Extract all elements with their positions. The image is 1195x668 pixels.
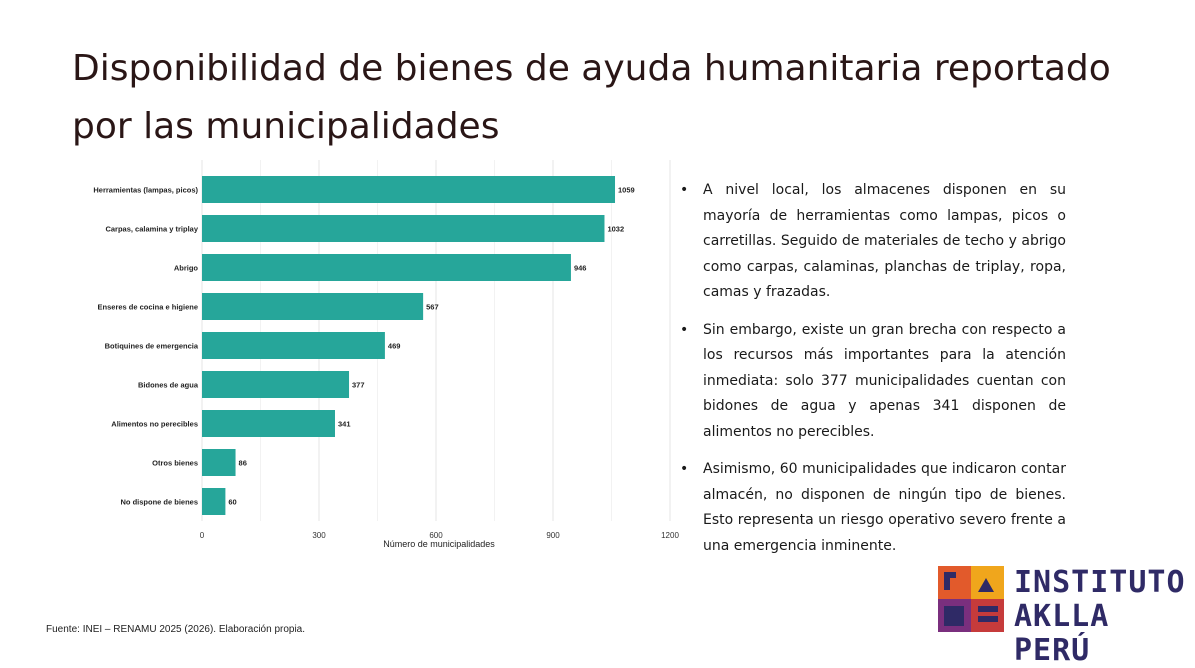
value-label: 86	[239, 459, 247, 468]
value-label: 60	[228, 498, 236, 507]
bullet-text: Asimismo, 60 municipalidades que indicar…	[703, 461, 1066, 554]
bar	[202, 410, 335, 437]
category-label: Enseres de cocina e higiene	[98, 303, 198, 312]
bar	[202, 176, 616, 203]
x-tick-label: 1200	[661, 531, 679, 540]
bar	[202, 293, 424, 320]
x-tick-label: 900	[546, 531, 560, 540]
value-label: 946	[574, 264, 587, 273]
bullet-marker: •	[680, 182, 689, 198]
bar	[202, 488, 226, 515]
value-label: 1059	[618, 186, 635, 195]
logo-text: INSTITUTO AKLLA PERÚ	[1014, 566, 1186, 668]
bullet-text: A nivel local, los almacenes disponen en…	[703, 182, 1066, 300]
category-label: Abrigo	[174, 264, 199, 273]
category-label: Bidones de agua	[138, 381, 199, 390]
category-label: Herramientas (lampas, picos)	[93, 186, 198, 195]
bullet-marker: •	[680, 461, 689, 477]
x-tick-label: 300	[312, 531, 326, 540]
bar	[202, 449, 236, 476]
bullet-item: • Sin embargo, existe un gran brecha con …	[680, 318, 1066, 446]
chart-bars	[202, 176, 616, 515]
value-label: 341	[338, 420, 351, 429]
category-label: Alimentos no perecibles	[111, 420, 198, 429]
value-label: 567	[426, 303, 439, 312]
category-label: No dispone de bienes	[120, 498, 198, 507]
logo-line-2: AKLLA PERÚ	[1014, 599, 1110, 668]
bar	[202, 215, 605, 242]
x-tick-label: 600	[429, 531, 443, 540]
bar	[202, 332, 385, 359]
bullet-list: • A nivel local, los almacenes disponen e…	[680, 178, 1066, 571]
bar	[202, 254, 571, 281]
bullet-item: • Asimismo, 60 municipalidades que indica…	[680, 457, 1066, 559]
chart-labels: 0 300 600 900 1200 Herramientas (lampas, pico…	[93, 186, 679, 541]
source-note: Fuente: INEI – RENAMU 2025 (2026). Elabo…	[46, 624, 306, 635]
value-label: 1032	[607, 225, 624, 234]
category-label: Carpas, calamina y triplay	[105, 225, 198, 234]
logo-mark-icon	[938, 566, 1004, 632]
x-axis-title: Número de municipalidades	[383, 539, 495, 549]
category-label: Botiquines de emergencia	[105, 342, 199, 351]
bullet-marker: •	[680, 321, 689, 338]
page-title: Disponibilidad de bienes de ayuda humani…	[72, 48, 1111, 147]
bar	[202, 371, 350, 398]
value-label: 469	[388, 342, 401, 351]
logo: INSTITUTO AKLLA PERÚ	[938, 566, 1185, 668]
x-tick-label: 0	[200, 531, 205, 540]
bar-chart: 0 300 600 900 1200 Herramientas (lampas, pico…	[93, 160, 679, 549]
bullet-text: Sin embargo, existe un gran brecha con r…	[703, 321, 1066, 440]
bullet-item: • A nivel local, los almacenes disponen e…	[680, 178, 1066, 306]
category-label: Otros bienes	[152, 459, 198, 468]
value-label: 377	[352, 381, 365, 390]
logo-line-1: INSTITUTO	[1014, 565, 1186, 600]
